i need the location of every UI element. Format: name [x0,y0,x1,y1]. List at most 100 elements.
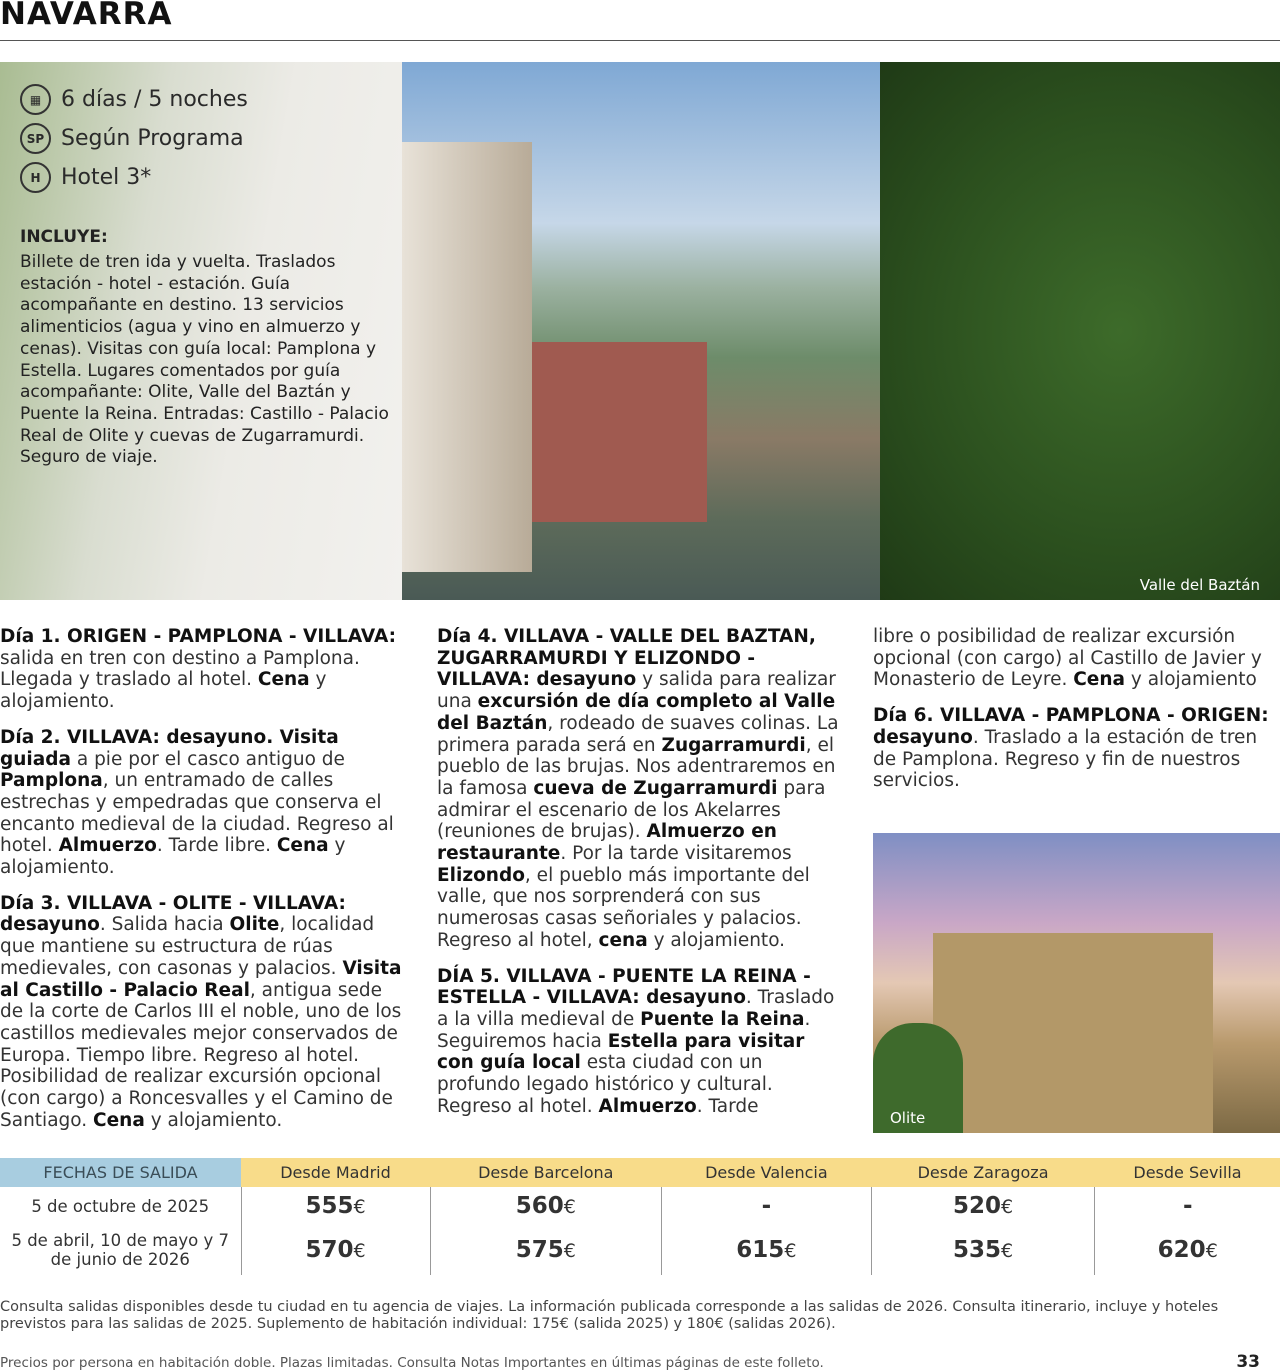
calendar-icon: ▦ [20,84,51,115]
currency-symbol: € [784,1240,797,1262]
highlight-text: Cena [276,835,329,857]
highlight-text: Elizondo [437,864,525,886]
itinerary-day: Día 4. VILLAVA - VALLE DEL BAZTAN, ZUGAR… [437,626,845,952]
price-cell: - [661,1187,872,1225]
includes-heading: INCLUYE: [20,227,108,247]
castle [933,933,1213,1133]
price-value: 535 [953,1237,1002,1263]
itinerary-day: Día 2. VILLAVA: desayuno. Visita guiada … [0,727,402,879]
body-text: esta ciudad con un profundo legado histó… [437,1052,773,1117]
highlight-text: cena [598,929,648,951]
page-title: NAVARRA [0,0,173,32]
body-text: y alojamiento. [0,835,346,879]
price-value: 560 [515,1193,564,1219]
feature-program: SP Según Programa [20,123,244,154]
price-note: Consulta salidas disponibles desde tu ci… [0,1299,1219,1332]
price-cell: 570€ [240,1225,430,1275]
body-text: , rodeado de suaves colinas. La primera … [437,712,839,756]
price-cell: - [1094,1187,1280,1225]
highlight-text: Almuerzo [58,835,157,857]
trip-summary-panel: ▦ 6 días / 5 noches SP Según Programa H Hot… [0,62,402,600]
photo-caption: Olite [890,1109,926,1127]
highlight-text: Almuerzo en restaurante [437,821,777,865]
body-text: , localidad que mantiene su estructura d… [0,914,375,979]
feature-label: Según Programa [61,126,244,151]
departure-date: 5 de octubre de 2025 [31,1196,210,1216]
price-value: - [761,1193,772,1219]
highlight-text: excursión de día completo al Valle del B… [437,691,836,734]
currency-symbol: € [353,1240,366,1262]
currency-symbol: € [1001,1196,1014,1218]
sp-icon: SP [20,123,51,154]
body-text: para admirar el escenario de los Akelarr… [437,777,826,843]
header-sevilla: Desde Sevilla [1094,1158,1280,1187]
body-text: . Tarde [696,1095,759,1117]
body-text: , el pueblo más importante del valle, qu… [437,864,810,951]
currency-symbol: € [563,1240,576,1262]
header-valencia: Desde Valencia [661,1158,872,1187]
price-value: 570 [305,1237,354,1263]
price-value: 555 [305,1193,354,1219]
price-cell: 575€ [429,1225,662,1275]
price-cell: 560€ [429,1187,662,1225]
itinerary-column-2: Día 4. VILLAVA - VALLE DEL BAZTAN, ZUGAR… [437,626,845,1131]
highlight-text: Día 2. VILLAVA: desayuno. Visita guiada [0,726,339,770]
price-cell: 535€ [870,1225,1095,1275]
highlight-text: DÍA 5. VILLAVA - PUENTE LA REINA - ESTEL… [437,965,811,1009]
body-text: y alojamiento. [0,669,327,713]
includes-text: Billete de tren ida y vuelta. Traslados … [20,252,389,468]
feature-label: Hotel 3* [61,165,152,190]
header-dates: FECHAS DE SALIDA [0,1158,241,1187]
highlight-text: cueva de Zugarramurdi [533,777,778,799]
departure-date: 5 de abril, 10 de mayo y 7 de junio de 2… [11,1231,230,1269]
highlight-text: Visita al Castillo - Palacio Real [0,957,402,1001]
olite-castle-photo: Olite [873,833,1280,1133]
body-text: y alojamiento. [647,929,786,951]
body-text: . Por la tarde visitaremos [560,843,792,865]
highlight-text: Cena [257,669,310,691]
price-value: - [1182,1193,1193,1219]
highlight-text: Cena [1073,669,1126,691]
body-text: . Salida hacia [99,914,230,936]
itinerary-day: Día 1. ORIGEN - PAMPLONA - VILLAVA: sali… [0,626,402,713]
price-cell: 520€ [870,1187,1095,1225]
table-row: 5 de abril, 10 de mayo y 7 de junio de 2… [0,1225,1280,1275]
price-value: 615 [736,1237,785,1263]
body-text: a pie por el casco antiguo de [70,748,345,770]
highlight-text: Zugarramurdi [661,734,806,756]
highlight-text: Pamplona [0,770,103,792]
price-value: 520 [953,1193,1002,1219]
highlight-text: Día 1. ORIGEN - PAMPLONA - VILLAVA: [0,626,397,647]
body-text: y alojamiento. [144,1109,283,1131]
body-text: , antigua sede de la corte de Carlos III… [0,979,402,1131]
currency-symbol: € [563,1196,576,1218]
page-number: 33 [1236,1352,1260,1372]
price-cell: 615€ [661,1225,872,1275]
feature-hotel: H Hotel 3* [20,162,151,193]
header-divider [0,40,1280,41]
hotel-icon: H [20,162,51,193]
price-value: 575 [515,1237,564,1263]
valle-baztan-photo: Valle del Baztán [402,62,1280,600]
tree [873,1023,963,1133]
price-cell: 620€ [1094,1225,1280,1275]
feature-label: 6 días / 5 noches [61,87,248,112]
itinerary-day: Día 6. VILLAVA - PAMPLONA - ORIGEN: desa… [873,705,1280,792]
table-header-row: FECHAS DE SALIDA Desde Madrid Desde Barc… [0,1158,1280,1187]
red-building [532,342,707,522]
highlight-text: Día 6. VILLAVA - PAMPLONA - ORIGEN: desa… [873,705,1269,748]
buildings [402,142,532,572]
body-text: . Traslado a la estación de tren de Pamp… [873,726,1258,792]
body-text: libre o posibilidad de realizar excursió… [873,626,1262,691]
highlight-text: Cena [93,1109,145,1131]
itinerary-column-3: libre o posibilidad de realizar excursió… [873,626,1280,806]
footer-note: Precios por persona en habitación doble.… [0,1355,824,1371]
itinerary-day: DÍA 5. VILLAVA - PUENTE LA REINA - ESTEL… [437,966,845,1118]
body-text: y salida para realizar una [437,669,836,713]
highlight-text: Almuerzo [598,1095,697,1117]
photo-caption: Valle del Baztán [1139,576,1260,594]
header-zaragoza: Desde Zaragoza [871,1158,1095,1187]
price-cell: 555€ [240,1187,430,1225]
body-text: y alojamiento [1125,669,1257,691]
highlight-text: Día 4. VILLAVA - VALLE DEL BAZTAN, ZUGAR… [437,626,816,691]
